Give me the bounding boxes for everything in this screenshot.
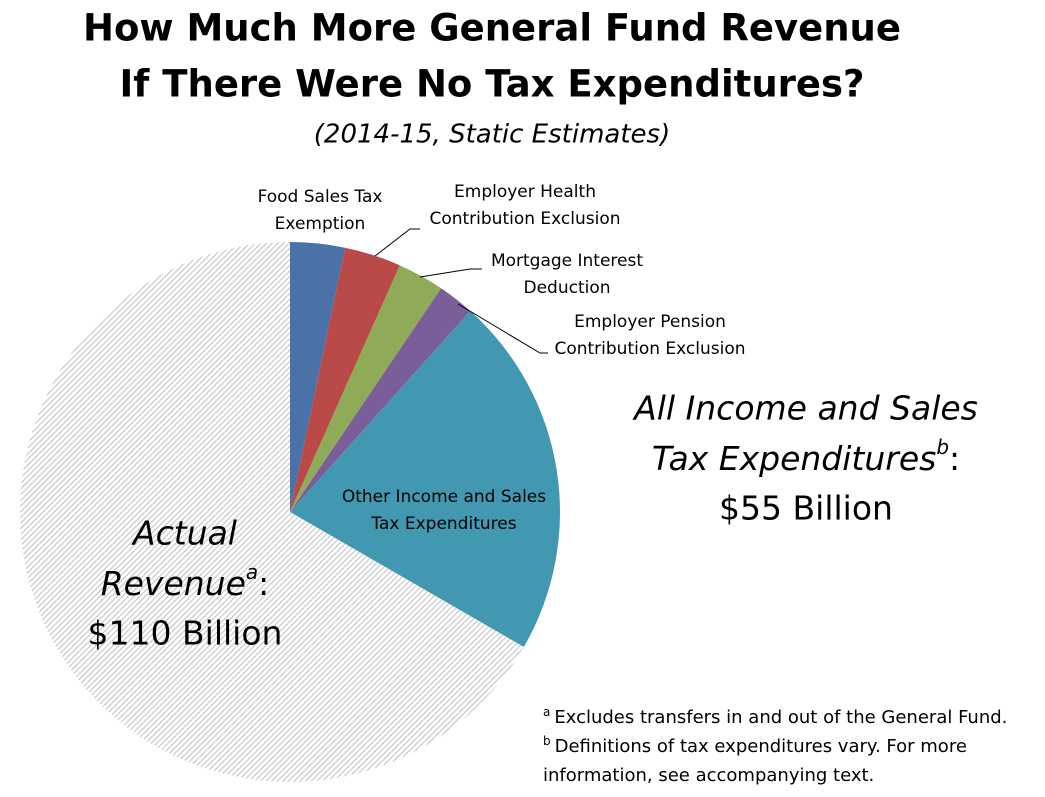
pie-slice: [290, 247, 400, 512]
label-suffix: :: [949, 439, 960, 478]
footnote: Definitions of tax expenditures vary. Fo…: [555, 736, 967, 757]
footnote-marker: a: [246, 560, 258, 584]
chart-title: How Much More General Fund Revenue: [83, 7, 901, 50]
slice-label: Food Sales Tax: [258, 187, 383, 207]
pie-slice: [290, 265, 442, 512]
slice-label: Actual: [131, 514, 237, 553]
group-label: Tax Expendituresb:: [652, 435, 960, 478]
footnote-marker: a: [543, 705, 550, 719]
slice-label: Deduction: [523, 278, 610, 298]
slice-label: Employer Pension: [574, 312, 726, 332]
pie-slice: [290, 288, 471, 512]
slice-label: Contribution Exclusion: [429, 209, 620, 229]
footnote: a Excludes transfers in and out of the Ge…: [543, 705, 1007, 729]
leader-line: [374, 228, 420, 257]
slice-label: Tax Expenditures: [370, 514, 516, 534]
leader-line: [419, 268, 482, 278]
chart-title: If There Were No Tax Expenditures?: [120, 63, 865, 106]
leader-line: [457, 303, 548, 354]
footnote-marker: b: [543, 734, 551, 748]
chart-subtitle: (2014-15, Static Estimates): [314, 120, 670, 150]
value-label: $110 Billion: [88, 614, 283, 653]
label-suffix: :: [258, 564, 269, 603]
pie-slice: [290, 311, 560, 647]
slice-label: Mortgage Interest: [491, 251, 643, 271]
footnote: Excludes transfers in and out of the Gen…: [554, 707, 1007, 728]
pie-slice: [290, 242, 346, 512]
footnote-marker: b: [936, 435, 949, 459]
slice-label: Other Income and Sales: [342, 487, 546, 507]
slice-label: Employer Health: [454, 182, 596, 202]
slice-label: Exemption: [275, 214, 366, 234]
slice-label: Revenue: [101, 564, 246, 603]
group-value-label: $55 Billion: [719, 489, 893, 528]
footnote: information, see accompanying text.: [543, 765, 874, 786]
slice-label: Revenuea:: [101, 560, 270, 603]
pie-slice: [19, 242, 524, 782]
footnote: b Definitions of tax expenditures vary. F…: [543, 734, 967, 758]
group-label: All Income and Sales: [632, 389, 978, 428]
footnote: information, see accompanying text.: [543, 765, 874, 786]
slice-label: Contribution Exclusion: [554, 339, 745, 359]
group-label: Tax Expenditures: [652, 439, 937, 478]
